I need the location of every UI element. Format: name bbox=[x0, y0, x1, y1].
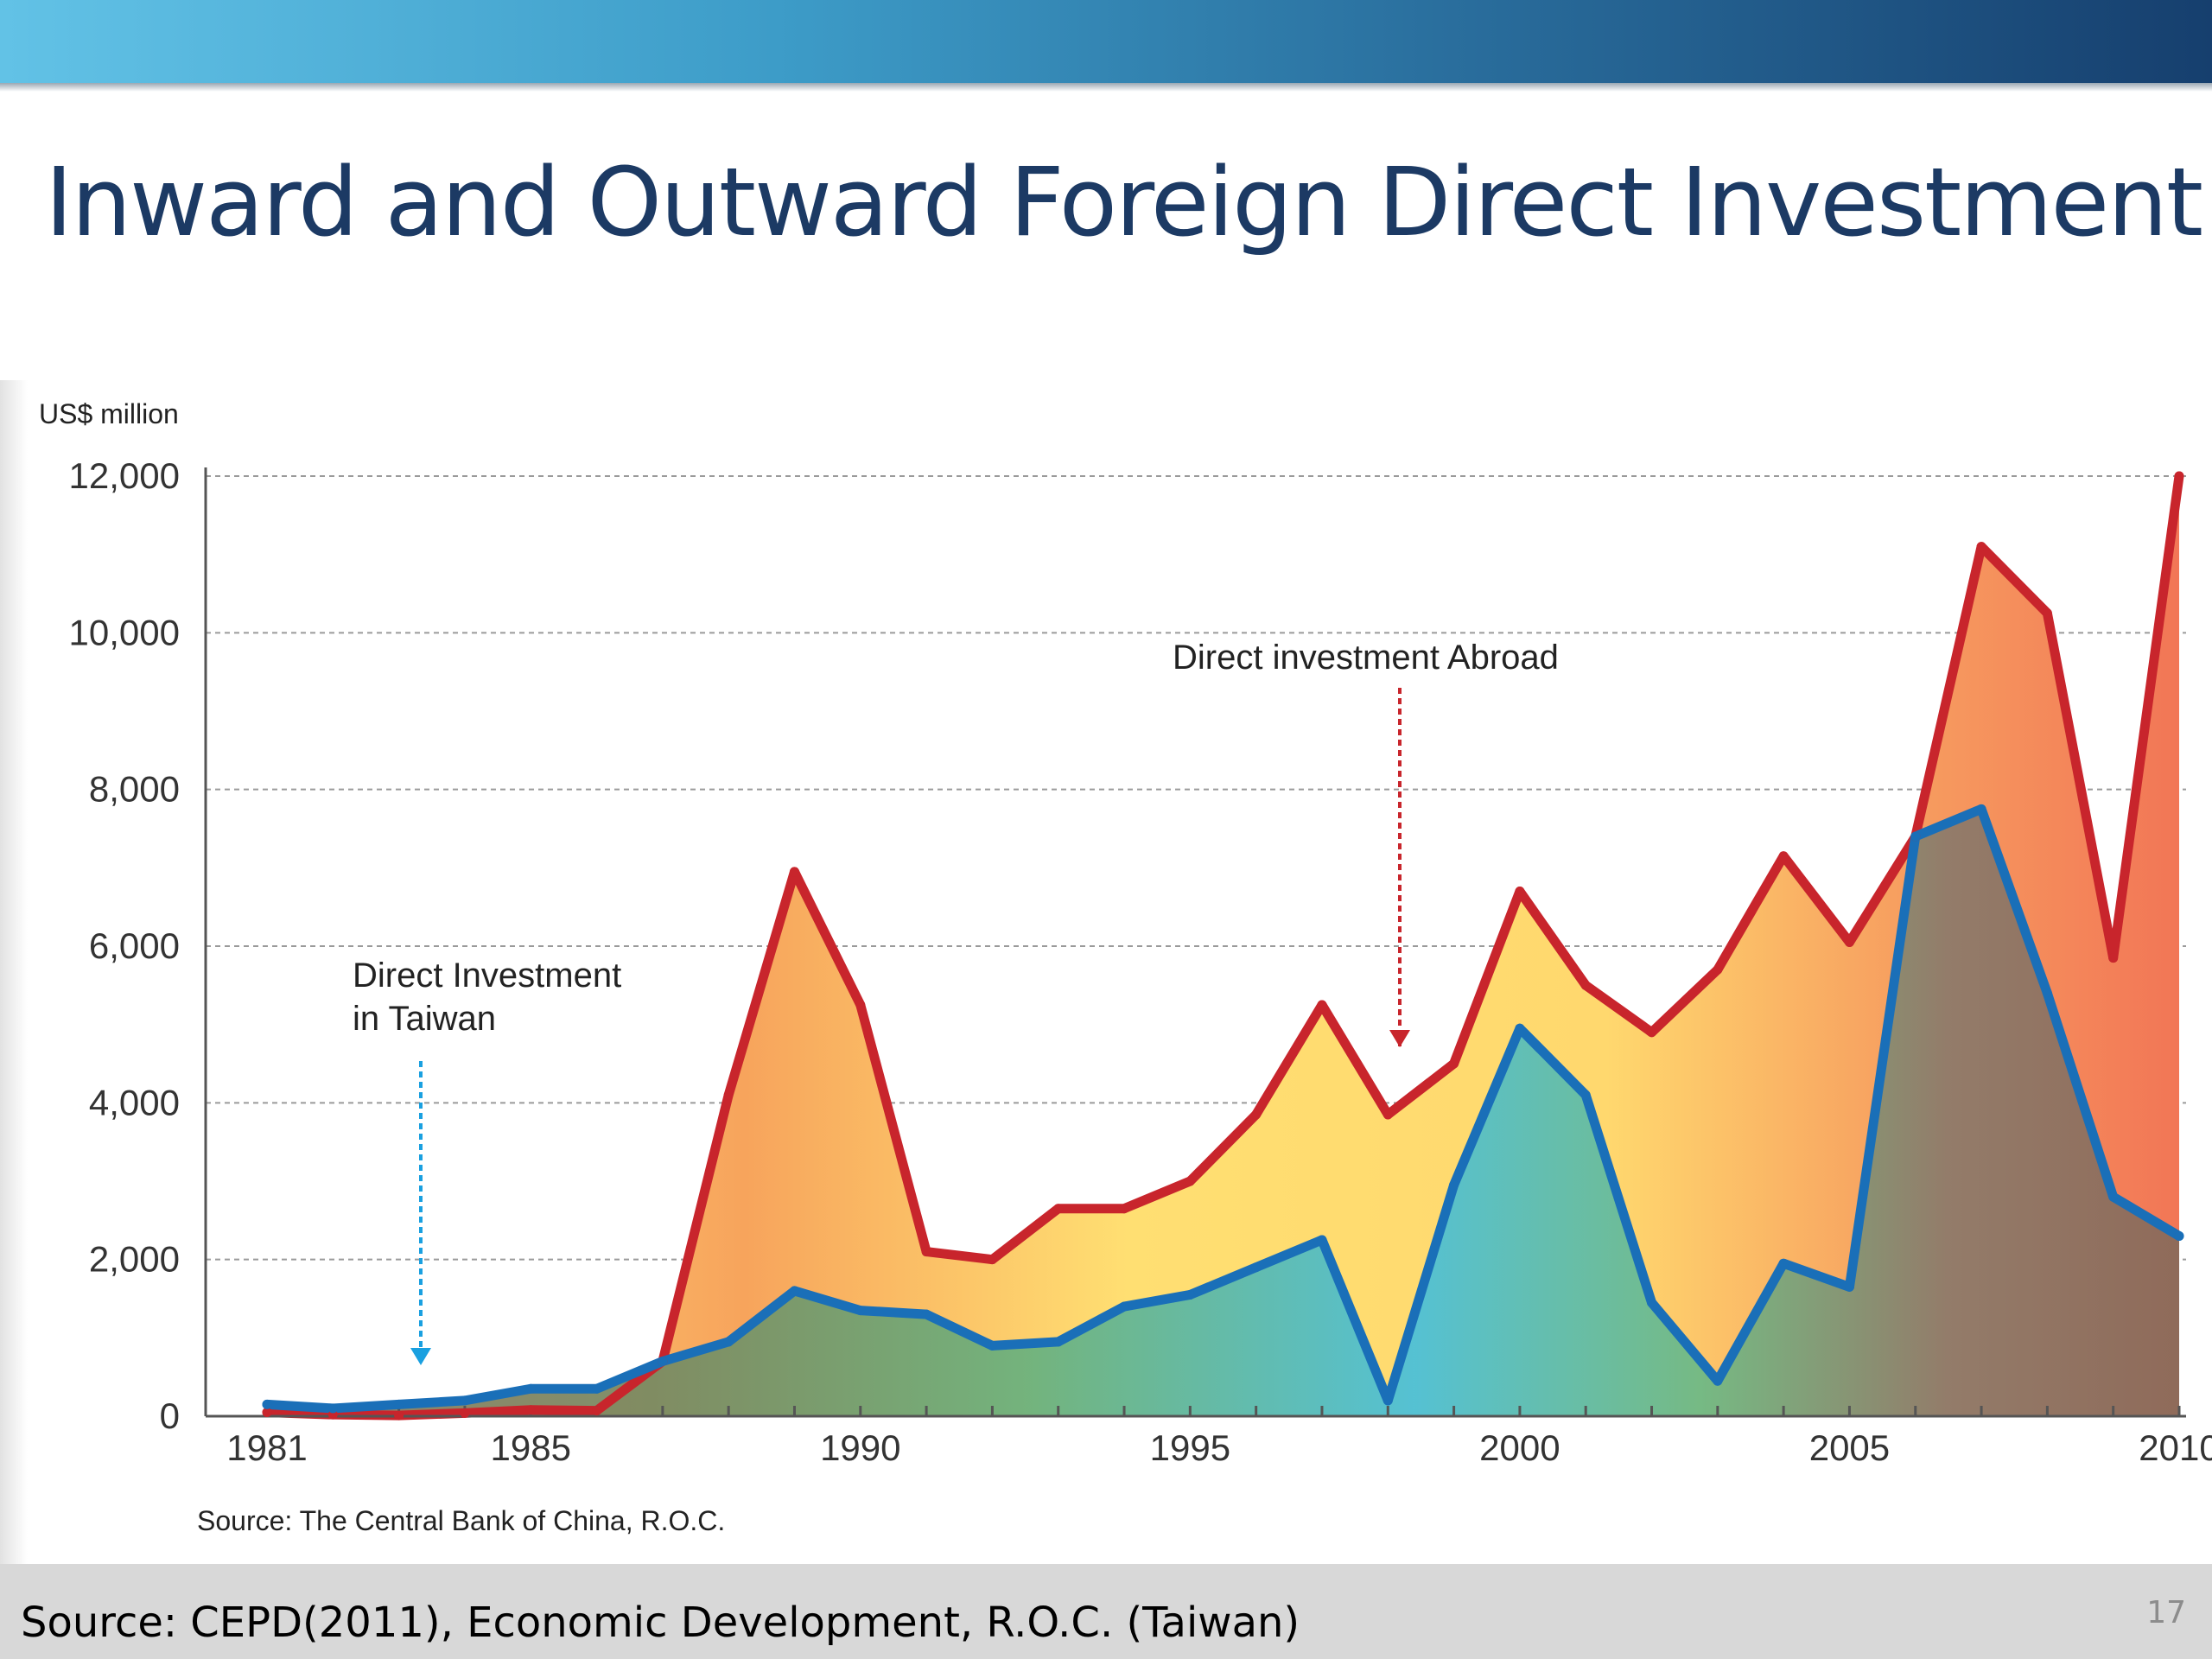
abroad-point-2010 bbox=[2174, 471, 2184, 481]
taiwan-point-1992 bbox=[987, 1340, 997, 1351]
x-tick-label: 1990 bbox=[820, 1427, 900, 1468]
slide-title: Inward and Outward Foreign Direct Invest… bbox=[45, 147, 2203, 257]
abroad-point-2003 bbox=[1713, 964, 1723, 975]
abroad-point-1992 bbox=[987, 1255, 997, 1265]
abroad-point-1996 bbox=[1251, 1109, 1262, 1120]
taiwan-point-2005 bbox=[1844, 1281, 1854, 1292]
x-tick-label: 2010 bbox=[2139, 1427, 2212, 1468]
taiwan-point-1987 bbox=[658, 1357, 668, 1367]
footer-source: Source: CEPD(2011), Economic Development… bbox=[21, 1599, 1300, 1647]
abroad-point-1989 bbox=[789, 867, 799, 877]
taiwan-point-2001 bbox=[1580, 1090, 1591, 1100]
annotation-taiwan-line1: Direct Investment bbox=[353, 957, 621, 995]
taiwan-point-1998 bbox=[1382, 1395, 1393, 1406]
abroad-point-2005 bbox=[1844, 937, 1854, 947]
taiwan-point-1983 bbox=[394, 1399, 404, 1409]
abroad-point-1999 bbox=[1449, 1058, 1459, 1069]
taiwan-point-1982 bbox=[327, 1403, 338, 1414]
x-tick-label: 1981 bbox=[226, 1427, 307, 1468]
taiwan-point-1991 bbox=[921, 1309, 931, 1319]
taiwan-point-2008 bbox=[2042, 988, 2052, 998]
abroad-point-1988 bbox=[723, 1090, 734, 1100]
top-banner bbox=[0, 0, 2212, 92]
taiwan-point-2007 bbox=[1976, 804, 1986, 814]
abroad-point-1983 bbox=[394, 1410, 404, 1421]
taiwan-point-1993 bbox=[1053, 1337, 1064, 1347]
taiwan-series-line bbox=[262, 804, 2184, 1414]
taiwan-point-1994 bbox=[1119, 1301, 1129, 1312]
abroad-area bbox=[267, 476, 2179, 1416]
y-tick-label: 8,000 bbox=[89, 769, 180, 810]
taiwan-point-1981 bbox=[262, 1399, 272, 1409]
abroad-point-1997 bbox=[1317, 1000, 1327, 1010]
x-tick-label: 1995 bbox=[1150, 1427, 1230, 1468]
abroad-point-1993 bbox=[1053, 1204, 1064, 1214]
abroad-point-1985 bbox=[525, 1405, 536, 1415]
abroad-point-2009 bbox=[2108, 953, 2119, 963]
y-tick-label: 0 bbox=[160, 1395, 180, 1436]
y-tick-label: 2,000 bbox=[89, 1239, 180, 1280]
annotation-taiwan-line2: in Taiwan bbox=[353, 1000, 496, 1038]
taiwan-point-2003 bbox=[1713, 1376, 1723, 1386]
point-layer bbox=[262, 471, 2184, 1421]
x-tick-label: 1985 bbox=[491, 1427, 571, 1468]
axis-layer: 0 2,000 4,000 6,000 8,000 10,000 12,000 1981 198… bbox=[69, 455, 2212, 1468]
abroad-point-1995 bbox=[1185, 1176, 1195, 1186]
taiwan-point-1985 bbox=[525, 1383, 536, 1394]
taiwan-point-2009 bbox=[2108, 1192, 2119, 1202]
taiwan-point-2006 bbox=[1910, 831, 1921, 842]
abroad-series-line bbox=[262, 471, 2184, 1421]
abroad-point-1990 bbox=[855, 1000, 866, 1010]
taiwan-point-1988 bbox=[723, 1337, 734, 1347]
annotation-abroad-arrow-head bbox=[1389, 1030, 1410, 1047]
chart-source-note: Source: The Central Bank of China, R.O.C… bbox=[197, 1505, 725, 1536]
taiwan-point-1986 bbox=[592, 1383, 602, 1394]
taiwan-point-1984 bbox=[460, 1395, 470, 1406]
abroad-point-1984 bbox=[460, 1408, 470, 1418]
taiwan-point-1996 bbox=[1251, 1262, 1262, 1273]
abroad-point-2002 bbox=[1647, 1027, 1657, 1038]
taiwan-point-2010 bbox=[2174, 1230, 2184, 1241]
abroad-point-2008 bbox=[2042, 608, 2052, 619]
chart: 0 2,000 4,000 6,000 8,000 10,000 12,000 1981 198… bbox=[39, 398, 2212, 1536]
y-tick-label: 10,000 bbox=[69, 612, 180, 652]
annotation-abroad: Direct investment Abroad bbox=[1173, 639, 1559, 677]
y-tick-label: 6,000 bbox=[89, 925, 180, 966]
taiwan-point-1997 bbox=[1317, 1235, 1327, 1245]
abroad-point-1986 bbox=[592, 1406, 602, 1416]
abroad-point-1994 bbox=[1119, 1204, 1129, 1214]
abroad-point-2001 bbox=[1580, 980, 1591, 990]
taiwan-point-2000 bbox=[1515, 1023, 1525, 1033]
taiwan-point-2004 bbox=[1778, 1258, 1789, 1268]
taiwan-point-1989 bbox=[789, 1286, 799, 1296]
x-tick-label: 2005 bbox=[1809, 1427, 1890, 1468]
y-tick-label: 12,000 bbox=[69, 455, 180, 496]
taiwan-area bbox=[267, 809, 2179, 1416]
taiwan-point-1995 bbox=[1185, 1289, 1195, 1300]
x-tick-label: 2000 bbox=[1479, 1427, 1560, 1468]
abroad-point-2004 bbox=[1778, 851, 1789, 861]
abroad-point-1981 bbox=[262, 1407, 272, 1417]
taiwan-point-1990 bbox=[855, 1306, 866, 1316]
abroad-point-1998 bbox=[1382, 1109, 1393, 1120]
taiwan-point-1999 bbox=[1449, 1180, 1459, 1191]
y-tick-label: 4,000 bbox=[89, 1082, 180, 1122]
abroad-point-2007 bbox=[1976, 542, 1986, 552]
annotation-taiwan-arrow-head bbox=[410, 1348, 431, 1365]
abroad-point-1991 bbox=[921, 1247, 931, 1257]
y-axis-label: US$ million bbox=[39, 398, 179, 429]
page-number: 17 bbox=[2146, 1595, 2186, 1630]
abroad-point-2000 bbox=[1515, 887, 1525, 897]
side-shade bbox=[0, 380, 28, 1564]
taiwan-point-2002 bbox=[1647, 1298, 1657, 1308]
footer-bar: Source: CEPD(2011), Economic Development… bbox=[0, 1564, 2212, 1659]
